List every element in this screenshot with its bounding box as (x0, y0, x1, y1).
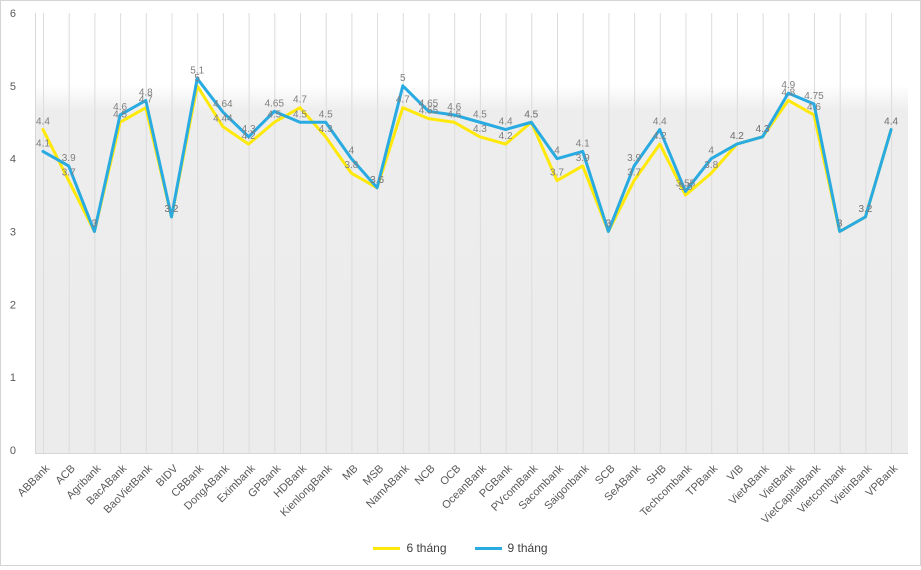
legend-item-6-thang[interactable]: 6 tháng (373, 541, 447, 555)
data-label: 3 (92, 219, 98, 230)
data-label: 4 (554, 146, 560, 157)
data-label: 4.1 (36, 138, 50, 149)
data-label: 4.2 (730, 131, 744, 142)
data-label: 4.2 (242, 131, 256, 142)
data-label: 3.2 (858, 204, 872, 215)
data-label: 3.7 (627, 168, 641, 179)
data-label: 4.3 (319, 124, 333, 135)
data-label: 4.5 (473, 109, 487, 120)
line-chart: 4.43.734.54.73.254.444.24.54.74.33.83.64… (10, 8, 908, 526)
data-label: 3.9 (576, 153, 590, 164)
data-label: 3.55 (676, 178, 696, 189)
x-axis-label: NCB (413, 463, 438, 488)
data-label: 3.9 (627, 153, 641, 164)
data-label: 3.9 (62, 153, 76, 164)
data-label: 5 (400, 73, 406, 84)
series-9-thang-swatch (474, 546, 502, 550)
y-axis-tick-label: 6 (10, 8, 16, 20)
data-label: 4.3 (756, 124, 770, 135)
data-label: 3.8 (704, 160, 718, 171)
data-label: 3.2 (165, 204, 179, 215)
data-label: 4.5 (524, 109, 538, 120)
y-axis-tick-label: 0 (10, 445, 16, 457)
data-label: 3.6 (370, 175, 384, 186)
data-label: 4.5 (293, 109, 307, 120)
legend-item-9-thang[interactable]: 9 tháng (474, 541, 548, 555)
data-label: 3.2 (165, 204, 179, 215)
data-label: 3 (837, 219, 843, 230)
data-label: 3.8 (344, 160, 358, 171)
series-6-thang-swatch (373, 546, 401, 550)
data-label: 4.5 (319, 109, 333, 120)
data-label: 4.4 (653, 117, 667, 128)
data-label: 4.7 (396, 95, 410, 106)
y-axis-tick-label: 1 (10, 372, 16, 384)
data-label: 4.7 (293, 95, 307, 106)
plot-area (35, 13, 908, 453)
data-label: 4.2 (499, 131, 513, 142)
data-label: 4.4 (884, 117, 898, 128)
data-label: 4.4 (36, 117, 50, 128)
data-label: 3 (92, 219, 98, 230)
data-label: 3 (606, 219, 612, 230)
legend: 6 tháng 9 tháng (0, 541, 921, 555)
data-label: 4.4 (884, 117, 898, 128)
data-label: 4 (349, 146, 355, 157)
data-label: 4.2 (730, 131, 744, 142)
data-label: 3 (606, 219, 612, 230)
data-label: 4.8 (781, 87, 795, 98)
data-label: 4.64 (213, 99, 233, 110)
legend-label-6-thang: 6 tháng (406, 541, 447, 555)
data-label: 3.2 (858, 204, 872, 215)
data-label: 4.65 (419, 98, 439, 109)
y-axis-tick-label: 2 (10, 299, 16, 311)
data-label: 4.3 (242, 124, 256, 135)
data-label: 4.8 (139, 87, 153, 98)
legend-label-9-thang: 9 tháng (507, 541, 548, 555)
data-label: 3 (837, 219, 843, 230)
data-label: 3.7 (62, 168, 76, 179)
data-label: 3.7 (550, 168, 564, 179)
data-label: 4.4 (499, 117, 513, 128)
data-label: 4.65 (265, 98, 285, 109)
data-label: 4.44 (213, 114, 233, 125)
data-label: 4.7 (139, 95, 153, 106)
data-label: 4.6 (113, 102, 127, 113)
series-line-9-thang[interactable] (41, 77, 893, 233)
x-axis-label: VIB (725, 463, 746, 484)
data-label: 4.6 (447, 102, 461, 113)
data-label: 5.1 (190, 66, 204, 77)
y-axis-tick-label: 5 (10, 81, 16, 93)
data-label: 4.5 (267, 109, 281, 120)
data-label: 4.3 (473, 124, 487, 135)
data-label: 4.75 (804, 91, 824, 102)
data-label: 4.6 (807, 102, 821, 113)
data-label: 4.5 (113, 109, 127, 120)
data-label: 4.9 (781, 80, 795, 91)
x-axis-label: ABBank (16, 462, 53, 499)
data-label: 4.2 (653, 131, 667, 142)
data-label: 5 (194, 73, 200, 84)
x-axis-label: MB (340, 463, 360, 483)
data-label: 4.3 (756, 124, 770, 135)
data-label: 3.6 (370, 175, 384, 186)
data-label: 4.55 (419, 106, 439, 117)
data-label: 4.5 (524, 109, 538, 120)
y-axis-tick-label: 3 (10, 227, 16, 239)
y-axis-tick-label: 4 (10, 154, 16, 166)
data-label: 4.1 (576, 138, 590, 149)
data-label: 4.5 (447, 109, 461, 120)
data-label: 4 (708, 146, 714, 157)
data-label: 3.5 (679, 182, 693, 193)
